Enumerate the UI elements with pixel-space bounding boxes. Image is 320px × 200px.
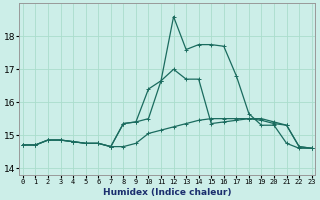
X-axis label: Humidex (Indice chaleur): Humidex (Indice chaleur) <box>103 188 232 197</box>
